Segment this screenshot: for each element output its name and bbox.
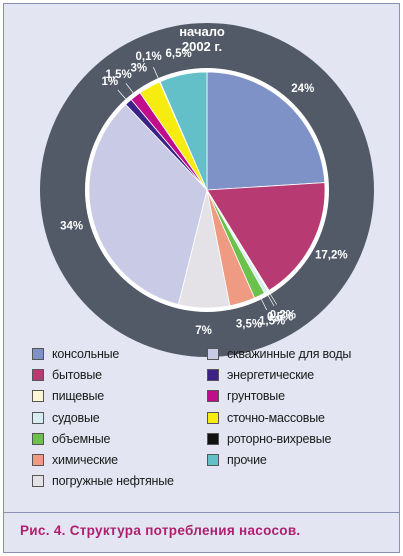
figure-caption: Рис. 4. Структура потребления насосов. [4, 512, 399, 548]
slice-label-2: 17,2% [315, 249, 348, 261]
ring-label-line2: 2002 г. [182, 39, 222, 54]
legend-label: пищевые [52, 389, 105, 404]
legend-label: судовые [52, 410, 100, 425]
legend-label: объемные [52, 431, 111, 446]
legend-item: пищевые [32, 388, 104, 404]
legend-swatch [207, 454, 219, 466]
legend-swatch [32, 390, 44, 403]
legend-label: погружные нефтяные [52, 474, 174, 489]
legend-item: энергетические [207, 367, 314, 383]
legend-swatch [32, 432, 44, 445]
legend-swatch [207, 369, 219, 382]
legend-label: бытовые [52, 368, 102, 383]
legend-swatch [207, 348, 219, 360]
legend-swatch [32, 454, 44, 466]
slice-label-3: 0,2% [270, 310, 296, 322]
legend-item: судовые [32, 410, 100, 426]
leader-line [125, 83, 136, 97]
legend-item: грунтовые [207, 388, 285, 404]
legend-label: грунтовые [227, 389, 285, 404]
leader-line [153, 67, 161, 83]
pie-slice-1 [206, 71, 326, 191]
figure-panel: 24% 17,2% 0,2% 0,5% 1,5% 3,5% 7% 34% 1% 1,5% 3% 0,1… [3, 3, 400, 553]
slice-label-8: 34% [60, 221, 83, 233]
legend-item: консольные [32, 346, 119, 362]
slice-label-1: 24% [291, 83, 314, 95]
legend-swatch [32, 369, 44, 382]
slice-label-12: 0,1% [135, 51, 161, 63]
legend-item: объемные [32, 431, 110, 447]
legend-swatch [32, 475, 44, 488]
legend-item: химические [32, 452, 118, 468]
legend-swatch [32, 348, 44, 360]
legend-swatch [207, 390, 219, 403]
slice-label-9: 1% [101, 76, 118, 88]
legend-item: прочие [207, 452, 267, 468]
legend-item: роторно-вихревые [207, 431, 331, 447]
leader-line [117, 89, 129, 103]
slice-label-13: 6,5% [165, 48, 191, 60]
leader-line [265, 291, 275, 307]
pie-chart: 24%17,2%0,2%0,5%1,5%3,5%7%34%1%1,5%3%0,1… [40, 23, 374, 357]
pie-slice-13 [159, 71, 208, 191]
slice-label-4: 0,5% [267, 311, 293, 323]
legend-item: погружные нефтяные [32, 473, 174, 489]
slice-label-7: 7% [195, 325, 212, 337]
legend-label: энергетические [227, 368, 315, 383]
legend-swatch [207, 432, 219, 445]
slice-label-10: 1,5% [105, 69, 131, 81]
legend-label: химические [52, 453, 118, 467]
legend-swatch [207, 411, 219, 424]
legend-label: роторно-вихревые [227, 431, 332, 446]
legend-item: скважинные для воды [207, 346, 351, 362]
legend-swatch [32, 411, 44, 424]
slice-label-11: 3% [130, 63, 147, 75]
leader-line [259, 295, 268, 311]
slice-label-6: 3,5% [236, 319, 262, 331]
leader-line [268, 290, 277, 305]
pie-slice-2 [206, 182, 326, 291]
legend-item: сточно-массовые [207, 410, 325, 426]
legend-label: прочие [227, 453, 267, 467]
pie-slice-8 [88, 103, 208, 305]
legend-label: консольные [52, 347, 120, 361]
ring-label-line1: начало [179, 24, 225, 39]
slice-label-5: 1,5% [259, 316, 285, 328]
legend-label: сточно-массовые [227, 410, 325, 425]
legend-item: бытовые [32, 367, 102, 383]
legend-label: скважинные для воды [227, 347, 352, 361]
